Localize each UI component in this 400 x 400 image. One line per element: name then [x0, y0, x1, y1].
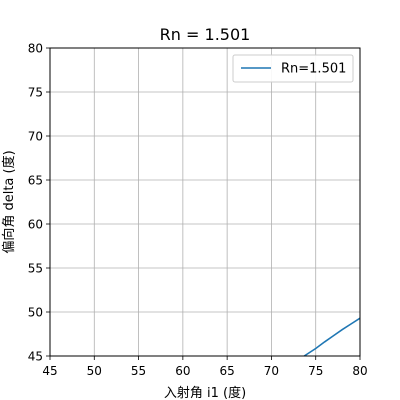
x-tick-label: 45 [42, 364, 57, 378]
y-tick-label: 60 [28, 218, 43, 232]
legend-label: Rn=1.501 [281, 62, 346, 77]
y-tick-label: 50 [28, 306, 43, 320]
y-tick-label: 55 [28, 262, 43, 276]
x-tick-label: 50 [87, 364, 102, 378]
x-tick-label: 55 [131, 364, 146, 378]
y-tick-label: 80 [28, 42, 43, 56]
y-tick-label: 45 [28, 350, 43, 364]
y-axis-label: 偏向角 delta (度) [1, 150, 17, 253]
y-tick-label: 70 [28, 130, 43, 144]
x-tick-label: 75 [308, 364, 323, 378]
x-tick-label: 80 [352, 364, 367, 378]
x-axis-label: 入射角 i1 (度) [164, 385, 246, 400]
x-tick-label: 60 [175, 364, 190, 378]
chart-title: Rn = 1.501 [160, 25, 251, 44]
x-tick-label: 65 [220, 364, 235, 378]
y-tick-label: 75 [28, 86, 43, 100]
x-tick-label: 70 [264, 364, 279, 378]
y-tick-label: 65 [28, 174, 43, 188]
legend: Rn=1.501 [233, 55, 353, 82]
